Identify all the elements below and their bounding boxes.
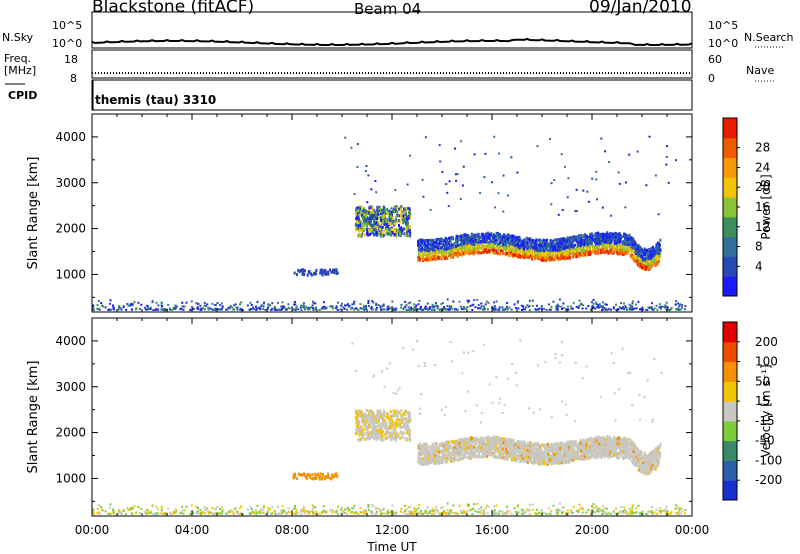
nsky-panel-frame <box>91 11 693 49</box>
velocity-colorbar-segment <box>723 440 737 461</box>
nsky-tick-low: 10^0 <box>52 37 83 50</box>
velocity-ytick-label: 4000 <box>55 334 86 348</box>
nsky-tick-high: 10^5 <box>52 19 83 32</box>
power-colorbar-segment <box>723 256 737 277</box>
freq-unit-label: [MHz] <box>4 64 37 77</box>
nsearch-tick-high: 10^5 <box>708 19 739 32</box>
velocity-ylabel: Slant Range [km] <box>26 361 41 474</box>
velocity-colorbar-label: 100 <box>755 355 778 369</box>
power-ytick-label: 4000 <box>55 130 86 144</box>
velocity-colorbar-segment <box>723 322 737 343</box>
xtick-label: 00:00 <box>75 523 110 537</box>
xtick-label: 16:00 <box>475 523 510 537</box>
station-title: Blackstone (fitACF) <box>92 0 255 17</box>
power-colorbar-segment <box>723 177 737 198</box>
power-ytick-label: 3000 <box>55 176 86 190</box>
nave-label: Nave <box>746 64 775 77</box>
power-colorbar-label: 24 <box>755 160 770 174</box>
xtick-label: 12:00 <box>375 523 410 537</box>
velocity-colorbar-label: 200 <box>755 335 778 349</box>
xaxis-label: Time UT <box>366 540 417 554</box>
power-colorbar-segment <box>723 157 737 178</box>
velocity-colorbar-title: Velocity [m s⁻¹] <box>759 364 773 457</box>
freq-panel-frame <box>91 49 693 79</box>
xtick-label: 00:00 <box>675 523 710 537</box>
velocity-colorbar-segment <box>723 460 737 481</box>
power-colorbar-label: 12 <box>755 220 770 234</box>
nsearch-label: N.Search <box>744 31 794 44</box>
velocity-colorbar-segment <box>723 361 737 382</box>
power-colorbar-segment <box>723 197 737 218</box>
velocity-ytick-label: 3000 <box>55 380 86 394</box>
power-colorbar-label: 16 <box>755 200 770 214</box>
power-colorbar-segment <box>723 118 737 139</box>
cpid-label: CPID <box>8 89 38 102</box>
velocity-ytick-label: 2000 <box>55 426 86 440</box>
velocity-colorbar-segment <box>723 480 737 501</box>
velocity-colorbar-label: 15 <box>755 394 770 408</box>
power-colorbar-label: 28 <box>755 141 770 155</box>
nave-tick-low: 0 <box>708 72 715 85</box>
power-ylabel: Slant Range [km] <box>26 157 41 270</box>
beam-title: Beam 04 <box>354 0 422 18</box>
nsky-trace <box>91 37 693 47</box>
velocity-colorbar-label: -15 <box>755 414 775 428</box>
velocity-colorbar-label: -200 <box>755 473 782 487</box>
power-ytick-label: 1000 <box>55 267 86 281</box>
freq-tick-high: 18 <box>64 53 78 66</box>
power-colorbar-title: Power [dB] <box>759 174 773 239</box>
power-colorbar-segment <box>723 276 737 297</box>
velocity-scatter <box>92 339 687 516</box>
cpid-panel-frame <box>91 79 693 111</box>
power-colorbar-label: 8 <box>755 240 763 254</box>
nave-tick-high: 60 <box>708 53 722 66</box>
velocity-ytick-label: 1000 <box>55 471 86 485</box>
velocity-colorbar-frame <box>722 321 738 501</box>
date-title: 09/Jan/2010 <box>589 0 692 17</box>
velocity-colorbar-segment <box>723 381 737 402</box>
velocity-colorbar-label: 50 <box>755 374 770 388</box>
velocity-colorbar-segment <box>723 420 737 442</box>
power-colorbar-label: 4 <box>755 259 763 273</box>
power-scatter <box>92 135 687 312</box>
velocity-colorbar-label: -50 <box>755 434 775 448</box>
xtick-label: 08:00 <box>275 523 310 537</box>
power-colorbar-segment <box>723 216 737 238</box>
xtick-label: 04:00 <box>175 523 210 537</box>
power-colorbar-segment <box>723 137 737 159</box>
velocity-colorbar-segment <box>723 341 737 363</box>
freq-label: Freq. <box>4 52 32 65</box>
power-colorbar-label: 20 <box>755 180 770 194</box>
velocity-colorbar-segment <box>723 401 737 422</box>
xtick-label: 20:00 <box>575 523 610 537</box>
freq-tick-low: 8 <box>70 72 77 85</box>
nsearch-tick-low: 10^0 <box>708 37 739 50</box>
power-ytick-label: 2000 <box>55 222 86 236</box>
nsky-label: N.Sky <box>2 31 34 44</box>
cpid-value: themis (tau) 3310 <box>95 93 217 107</box>
velocity-colorbar-label: -100 <box>755 453 782 467</box>
power-colorbar-segment <box>723 236 737 257</box>
